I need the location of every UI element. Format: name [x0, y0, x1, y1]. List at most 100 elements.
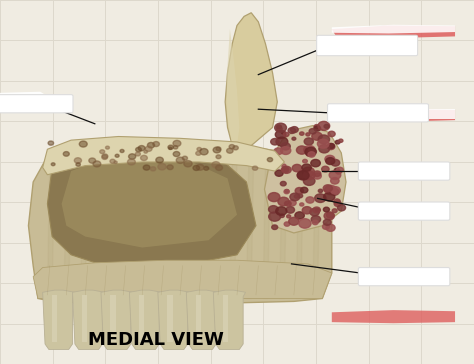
Circle shape: [51, 163, 55, 166]
Circle shape: [314, 126, 320, 131]
Circle shape: [227, 148, 233, 153]
Circle shape: [318, 135, 329, 144]
Circle shape: [280, 181, 286, 186]
Circle shape: [319, 145, 330, 153]
Circle shape: [136, 152, 140, 156]
Circle shape: [136, 147, 141, 152]
Circle shape: [323, 219, 331, 225]
Circle shape: [285, 190, 289, 193]
Circle shape: [286, 206, 294, 213]
Circle shape: [106, 146, 109, 149]
Polygon shape: [246, 160, 254, 298]
Polygon shape: [28, 144, 332, 304]
Circle shape: [156, 157, 164, 163]
Circle shape: [275, 170, 283, 176]
Circle shape: [287, 215, 291, 218]
Circle shape: [277, 125, 282, 129]
Circle shape: [297, 171, 309, 179]
Circle shape: [93, 161, 101, 167]
Polygon shape: [158, 290, 190, 349]
Circle shape: [303, 177, 315, 185]
Circle shape: [308, 152, 315, 157]
Circle shape: [271, 138, 279, 145]
Circle shape: [276, 137, 288, 146]
Circle shape: [173, 151, 180, 157]
Circle shape: [89, 158, 96, 163]
Circle shape: [150, 167, 156, 171]
Circle shape: [337, 205, 346, 211]
Circle shape: [312, 132, 322, 140]
Circle shape: [276, 207, 287, 215]
Circle shape: [303, 171, 315, 180]
Circle shape: [323, 207, 329, 212]
Circle shape: [48, 141, 54, 145]
FancyBboxPatch shape: [317, 35, 418, 56]
Polygon shape: [47, 160, 55, 298]
Circle shape: [272, 225, 278, 230]
Circle shape: [327, 144, 335, 150]
Polygon shape: [164, 160, 171, 298]
Circle shape: [288, 128, 296, 134]
Polygon shape: [73, 290, 105, 349]
Circle shape: [269, 212, 281, 221]
Circle shape: [330, 187, 340, 194]
Circle shape: [200, 149, 208, 155]
Circle shape: [216, 155, 221, 159]
Circle shape: [110, 159, 115, 163]
Circle shape: [74, 158, 82, 163]
Text: MEDIAL VIEW: MEDIAL VIEW: [89, 331, 224, 349]
Circle shape: [330, 189, 339, 195]
Circle shape: [331, 159, 340, 166]
Circle shape: [283, 132, 289, 136]
Polygon shape: [332, 25, 455, 33]
Circle shape: [281, 147, 291, 154]
Circle shape: [284, 222, 290, 226]
Polygon shape: [129, 290, 162, 349]
Circle shape: [319, 189, 323, 193]
Circle shape: [327, 212, 334, 218]
Circle shape: [326, 224, 335, 232]
Circle shape: [304, 138, 313, 145]
Circle shape: [147, 142, 155, 148]
Circle shape: [305, 147, 316, 156]
Circle shape: [282, 164, 286, 167]
Polygon shape: [280, 160, 287, 298]
Circle shape: [314, 124, 319, 129]
Circle shape: [337, 167, 343, 173]
FancyBboxPatch shape: [358, 268, 450, 286]
Circle shape: [229, 145, 235, 149]
Circle shape: [303, 159, 307, 163]
Circle shape: [115, 154, 119, 157]
FancyBboxPatch shape: [358, 202, 450, 220]
Polygon shape: [114, 160, 121, 298]
Circle shape: [310, 209, 319, 216]
Circle shape: [323, 185, 332, 192]
Circle shape: [63, 151, 69, 156]
Circle shape: [145, 146, 152, 151]
Polygon shape: [194, 13, 277, 157]
Polygon shape: [0, 95, 45, 109]
Polygon shape: [230, 160, 237, 298]
Circle shape: [315, 194, 326, 202]
Polygon shape: [332, 25, 455, 38]
Polygon shape: [332, 310, 455, 323]
Polygon shape: [47, 147, 256, 266]
Circle shape: [292, 137, 296, 140]
Circle shape: [302, 167, 315, 177]
Circle shape: [318, 121, 330, 130]
Polygon shape: [296, 160, 303, 298]
Circle shape: [212, 162, 220, 168]
Circle shape: [284, 190, 289, 194]
Circle shape: [216, 147, 221, 151]
Circle shape: [275, 123, 286, 132]
Polygon shape: [97, 160, 104, 298]
Circle shape: [144, 150, 147, 153]
Circle shape: [325, 155, 335, 163]
Circle shape: [336, 170, 341, 174]
Circle shape: [294, 194, 299, 198]
Circle shape: [102, 154, 108, 158]
Circle shape: [306, 152, 312, 156]
Circle shape: [301, 187, 308, 193]
Polygon shape: [110, 295, 116, 342]
Circle shape: [302, 207, 312, 214]
